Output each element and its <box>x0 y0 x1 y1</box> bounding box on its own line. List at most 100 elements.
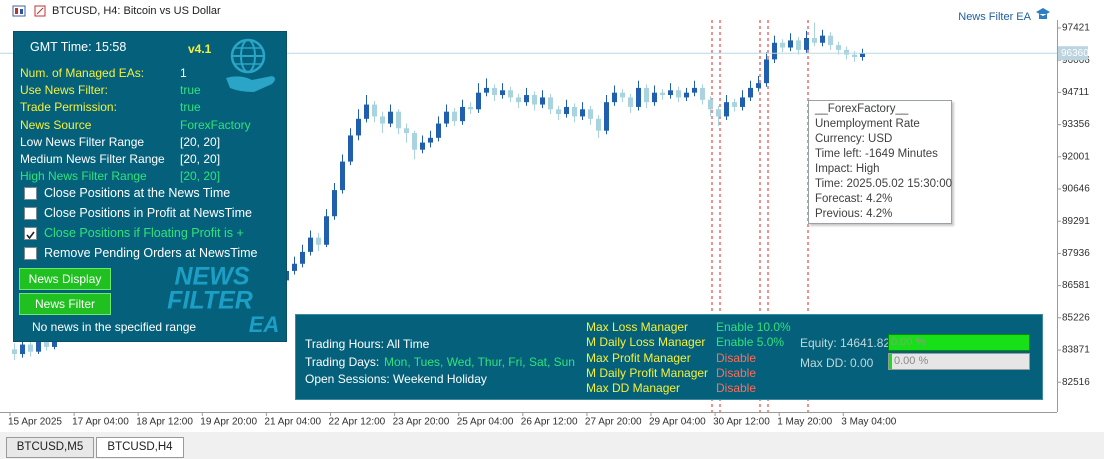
tooltip-line: Impact: High <box>815 163 880 175</box>
last-price-box <box>1058 46 1088 61</box>
row-label: News Source <box>20 117 92 132</box>
x-tick-label: 25 Apr 04:00 <box>457 417 514 428</box>
chart-tab[interactable]: BTCUSD,H4 <box>96 437 184 458</box>
candle-body <box>804 38 809 50</box>
candle-body <box>388 111 393 124</box>
x-tick-label: 23 Apr 20:00 <box>393 417 450 428</box>
candle-body <box>372 104 377 117</box>
manager-value: Disable <box>716 350 757 365</box>
button[interactable]: News Display <box>19 268 111 290</box>
x-tick-label: 26 Apr 12:00 <box>521 417 578 428</box>
candle-body <box>476 92 481 110</box>
candle-body <box>292 263 297 271</box>
checkbox-label: Close Positions if Floating Profit is + <box>44 226 244 240</box>
y-tick-label: 87936 <box>1062 248 1090 259</box>
candle-body <box>508 90 513 98</box>
checkbox[interactable] <box>24 187 37 200</box>
checkbox[interactable] <box>24 207 37 220</box>
x-tick-label: 21 Apr 04:00 <box>264 417 321 428</box>
candle-body <box>540 97 545 105</box>
checkbox[interactable] <box>24 227 37 240</box>
tooltip-line: Time: 2025.05.02 15:30:00 <box>815 178 953 190</box>
ea-icon <box>1036 8 1050 19</box>
candle-body <box>764 59 769 84</box>
tooltip-line: Unemployment Rate <box>815 118 920 130</box>
candle-body <box>428 137 433 143</box>
y-tick-label: 92001 <box>1062 151 1090 162</box>
last-price-label: 96360 <box>1061 48 1089 59</box>
candle-body <box>364 104 369 119</box>
x-tick-label: 17 Apr 04:00 <box>72 417 129 428</box>
candle-body <box>452 111 457 122</box>
logo: NEWS FILTER EA <box>167 264 279 337</box>
candle-body <box>604 102 609 131</box>
candle-body <box>676 90 681 98</box>
candle-body <box>28 344 33 352</box>
tooltip-line: Currency: USD <box>815 133 893 145</box>
row-value: true <box>180 83 201 98</box>
candle-body <box>836 45 841 50</box>
candle-body <box>500 90 505 96</box>
chart-tab[interactable]: BTCUSD,M5 <box>6 437 94 458</box>
candle-body <box>700 87 705 100</box>
trading-days-label: Trading Days: <box>305 355 380 369</box>
max-dd-bar: 0.00 % <box>888 353 1030 370</box>
row-value: [20, 20] <box>180 169 221 184</box>
y-tick-label: 97421 <box>1062 23 1090 34</box>
y-tick-label: 94711 <box>1062 87 1090 98</box>
checkbox-label: Close Positions at the News Time <box>44 186 231 200</box>
candle-body <box>532 95 537 105</box>
x-tick-label: 27 Apr 20:00 <box>585 417 642 428</box>
candle-body <box>564 106 569 115</box>
candle-body <box>628 97 633 107</box>
y-tick-label: 85226 <box>1062 312 1090 323</box>
candle-body <box>684 92 689 98</box>
max-dd: Max DD: 0.00 <box>800 356 874 370</box>
checkbox[interactable] <box>24 247 37 260</box>
manager-label: Max DD Manager <box>586 381 681 396</box>
row-value: [20, 20] <box>180 134 221 149</box>
candle-body <box>556 109 561 115</box>
y-tick-label: 89291 <box>1062 216 1090 227</box>
candle-body <box>380 116 385 124</box>
x-tick-label: 29 Apr 04:00 <box>649 417 706 428</box>
row-label: Low News Filter Range <box>20 134 145 149</box>
candle-body <box>44 339 49 347</box>
row-label: Trade Permission: <box>20 100 117 115</box>
news-tooltip: __ForexFactory__ Unemployment Rate Currenc… <box>808 100 952 224</box>
candle-body <box>660 92 665 96</box>
candle-body <box>420 142 425 150</box>
candle-body <box>580 109 585 117</box>
candle-body <box>516 97 521 103</box>
logo-text: FILTER <box>167 287 253 315</box>
tooltip-line: Previous: 4.2% <box>815 208 893 220</box>
checkbox-label: Remove Pending Orders at NewsTime <box>44 246 258 260</box>
candle-body <box>52 337 57 347</box>
y-tick-label: 83871 <box>1062 345 1090 356</box>
x-tick-label: 18 Apr 12:00 <box>136 417 193 428</box>
candle-body <box>332 190 337 217</box>
manager-value: Enable 10.0% <box>716 320 791 334</box>
candle-body <box>828 35 833 46</box>
manager-label: Max Profit Manager <box>586 350 691 365</box>
gmt-time: GMT Time: 15:58 <box>30 40 127 54</box>
manager-label: Max Loss Manager <box>586 320 689 334</box>
tooltip-line: Time left: -1649 Minutes <box>815 148 938 160</box>
candle-body <box>460 106 465 122</box>
candle-body <box>860 53 865 58</box>
candle-body <box>692 87 697 93</box>
manager-value: Disable <box>716 365 757 380</box>
candle-body <box>852 54 857 58</box>
logo-text: NEWS <box>175 264 250 291</box>
candle-body <box>12 349 17 355</box>
candle-body <box>772 42 777 60</box>
candle-body <box>308 237 313 252</box>
button[interactable]: News Filter <box>19 293 111 315</box>
candle-body <box>348 135 353 162</box>
row-value: [20, 20] <box>180 152 221 166</box>
y-tick-label: 86581 <box>1062 280 1090 291</box>
candle-body <box>788 40 793 48</box>
candle-body <box>620 92 625 98</box>
x-tick-label: 3 May 04:00 <box>841 417 896 428</box>
